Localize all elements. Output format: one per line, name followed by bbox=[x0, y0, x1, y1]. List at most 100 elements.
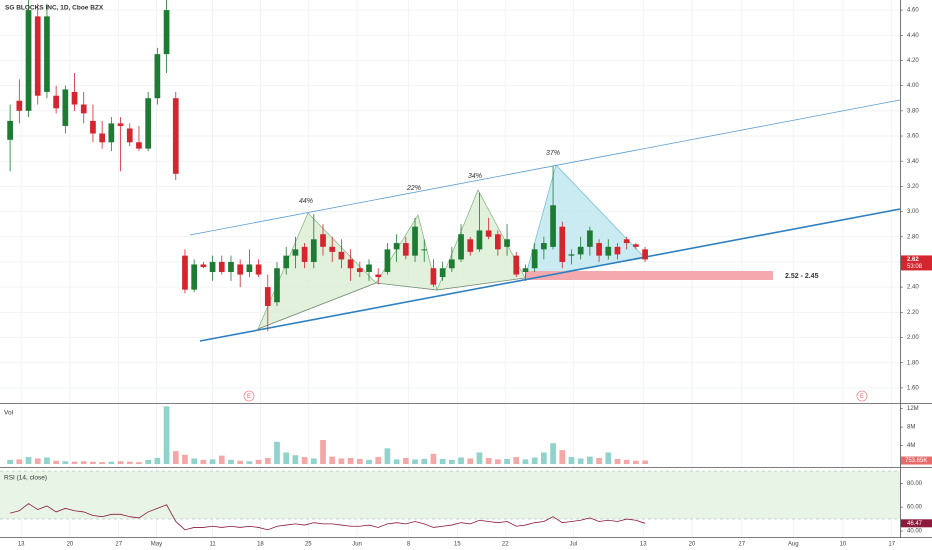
y-tick-label: 1.80 bbox=[907, 360, 919, 366]
volume-bar bbox=[163, 406, 170, 464]
volume-bar bbox=[596, 458, 602, 464]
candle-body bbox=[34, 16, 41, 96]
candle-body bbox=[255, 264, 262, 275]
candle-body bbox=[274, 268, 280, 303]
last-rsi-tag bbox=[901, 519, 932, 528]
event-label[interactable]: E bbox=[247, 394, 251, 400]
candle-body bbox=[108, 123, 115, 143]
volume-bar bbox=[99, 462, 105, 464]
pattern-label: 34% bbox=[468, 173, 482, 180]
volume-bar bbox=[264, 458, 271, 464]
y-tick-label: 80.00 bbox=[907, 481, 923, 487]
x-tick-label: 18 bbox=[257, 542, 264, 548]
volume-bar bbox=[209, 459, 216, 464]
candle-body bbox=[200, 264, 207, 267]
candle-body bbox=[163, 10, 170, 55]
y-tick-label: 3.80 bbox=[907, 108, 919, 114]
candle-body bbox=[467, 239, 474, 252]
volume-bar bbox=[522, 459, 529, 464]
volume-bar bbox=[605, 452, 612, 464]
pane-title: Vol bbox=[4, 410, 14, 417]
y-tick-label: 2.00 bbox=[907, 335, 919, 341]
volume-bar bbox=[384, 448, 391, 464]
x-tick-label: May bbox=[151, 542, 162, 548]
rsi-band bbox=[0, 471, 900, 519]
candle-body bbox=[522, 268, 529, 273]
candle-body bbox=[80, 104, 87, 114]
volume-bar bbox=[412, 459, 418, 464]
chart-title: SG BLOCKS INC, 1D, Cboe BZX bbox=[5, 5, 104, 12]
candle-body bbox=[596, 243, 602, 256]
candle-body bbox=[412, 226, 418, 256]
candle-body bbox=[264, 287, 271, 307]
volume-bar bbox=[200, 459, 207, 464]
candle-body bbox=[531, 249, 538, 269]
candle-body bbox=[550, 205, 556, 247]
volume-bar bbox=[53, 460, 59, 464]
volume-bar bbox=[136, 462, 142, 464]
volume-bar bbox=[439, 458, 446, 464]
y-tick-label: 2.20 bbox=[907, 310, 919, 316]
volume-bar bbox=[356, 458, 363, 464]
volume-bar bbox=[541, 452, 547, 464]
volume-bar bbox=[504, 458, 510, 464]
volume-bar bbox=[145, 459, 152, 464]
volume-bar bbox=[172, 451, 179, 464]
candle-body bbox=[384, 249, 391, 273]
y-tick-label: 3.60 bbox=[907, 134, 919, 140]
volume-bar bbox=[292, 455, 299, 464]
candle-body bbox=[154, 54, 161, 99]
x-tick-label: 20 bbox=[689, 542, 696, 548]
candle-body bbox=[338, 251, 345, 260]
volume-bar bbox=[44, 457, 50, 464]
volume-bar bbox=[393, 459, 400, 464]
volume-bar bbox=[495, 459, 501, 464]
candle-body bbox=[7, 120, 13, 140]
volume-bar bbox=[614, 458, 621, 464]
y-tick-label: 3.00 bbox=[907, 209, 919, 215]
candle-body bbox=[126, 128, 133, 143]
candle-body bbox=[421, 249, 428, 251]
volume-bar bbox=[246, 461, 253, 464]
volume-bar bbox=[550, 443, 556, 464]
volume-bar bbox=[402, 458, 409, 464]
y-tick-label: 4.60 bbox=[907, 8, 919, 14]
event-label[interactable]: E bbox=[860, 394, 864, 400]
x-tick-label: 20 bbox=[67, 542, 74, 548]
countdown: 53:08 bbox=[907, 264, 923, 270]
candle-body bbox=[347, 259, 354, 269]
volume-bar bbox=[320, 440, 326, 464]
candle-body bbox=[568, 254, 575, 256]
support-zone bbox=[526, 271, 773, 280]
candle-body bbox=[320, 234, 326, 247]
candle-body bbox=[356, 268, 363, 273]
candle-body bbox=[605, 246, 612, 256]
last-rsi: 46.47 bbox=[907, 521, 923, 527]
volume-bar bbox=[366, 459, 372, 464]
indicator-marks bbox=[7, 406, 648, 531]
volume-bar bbox=[71, 461, 78, 464]
pattern-base bbox=[257, 277, 526, 330]
volume-bar bbox=[126, 461, 133, 464]
candle-body bbox=[614, 246, 621, 255]
last-price: 2.62 bbox=[907, 257, 919, 263]
volume-bar bbox=[191, 458, 198, 464]
candle-body bbox=[587, 230, 593, 247]
candle-body bbox=[99, 133, 105, 143]
x-tick-label: 27 bbox=[738, 542, 745, 548]
candle-body bbox=[182, 255, 188, 290]
candle-body bbox=[301, 246, 308, 262]
volume-bar bbox=[80, 461, 87, 464]
x-tick-label: 13 bbox=[18, 542, 25, 548]
candle-body bbox=[44, 16, 50, 92]
event-marker[interactable] bbox=[243, 390, 255, 402]
candle-body bbox=[642, 249, 648, 260]
y-tick-label: 1.60 bbox=[907, 385, 919, 391]
volume-bar bbox=[283, 452, 290, 464]
volume-bar bbox=[62, 461, 69, 464]
last-volume-tag bbox=[901, 456, 932, 465]
event-marker[interactable] bbox=[856, 390, 868, 402]
volume-bar bbox=[117, 461, 124, 464]
candle-body bbox=[366, 264, 372, 273]
volume-bar bbox=[16, 459, 23, 464]
